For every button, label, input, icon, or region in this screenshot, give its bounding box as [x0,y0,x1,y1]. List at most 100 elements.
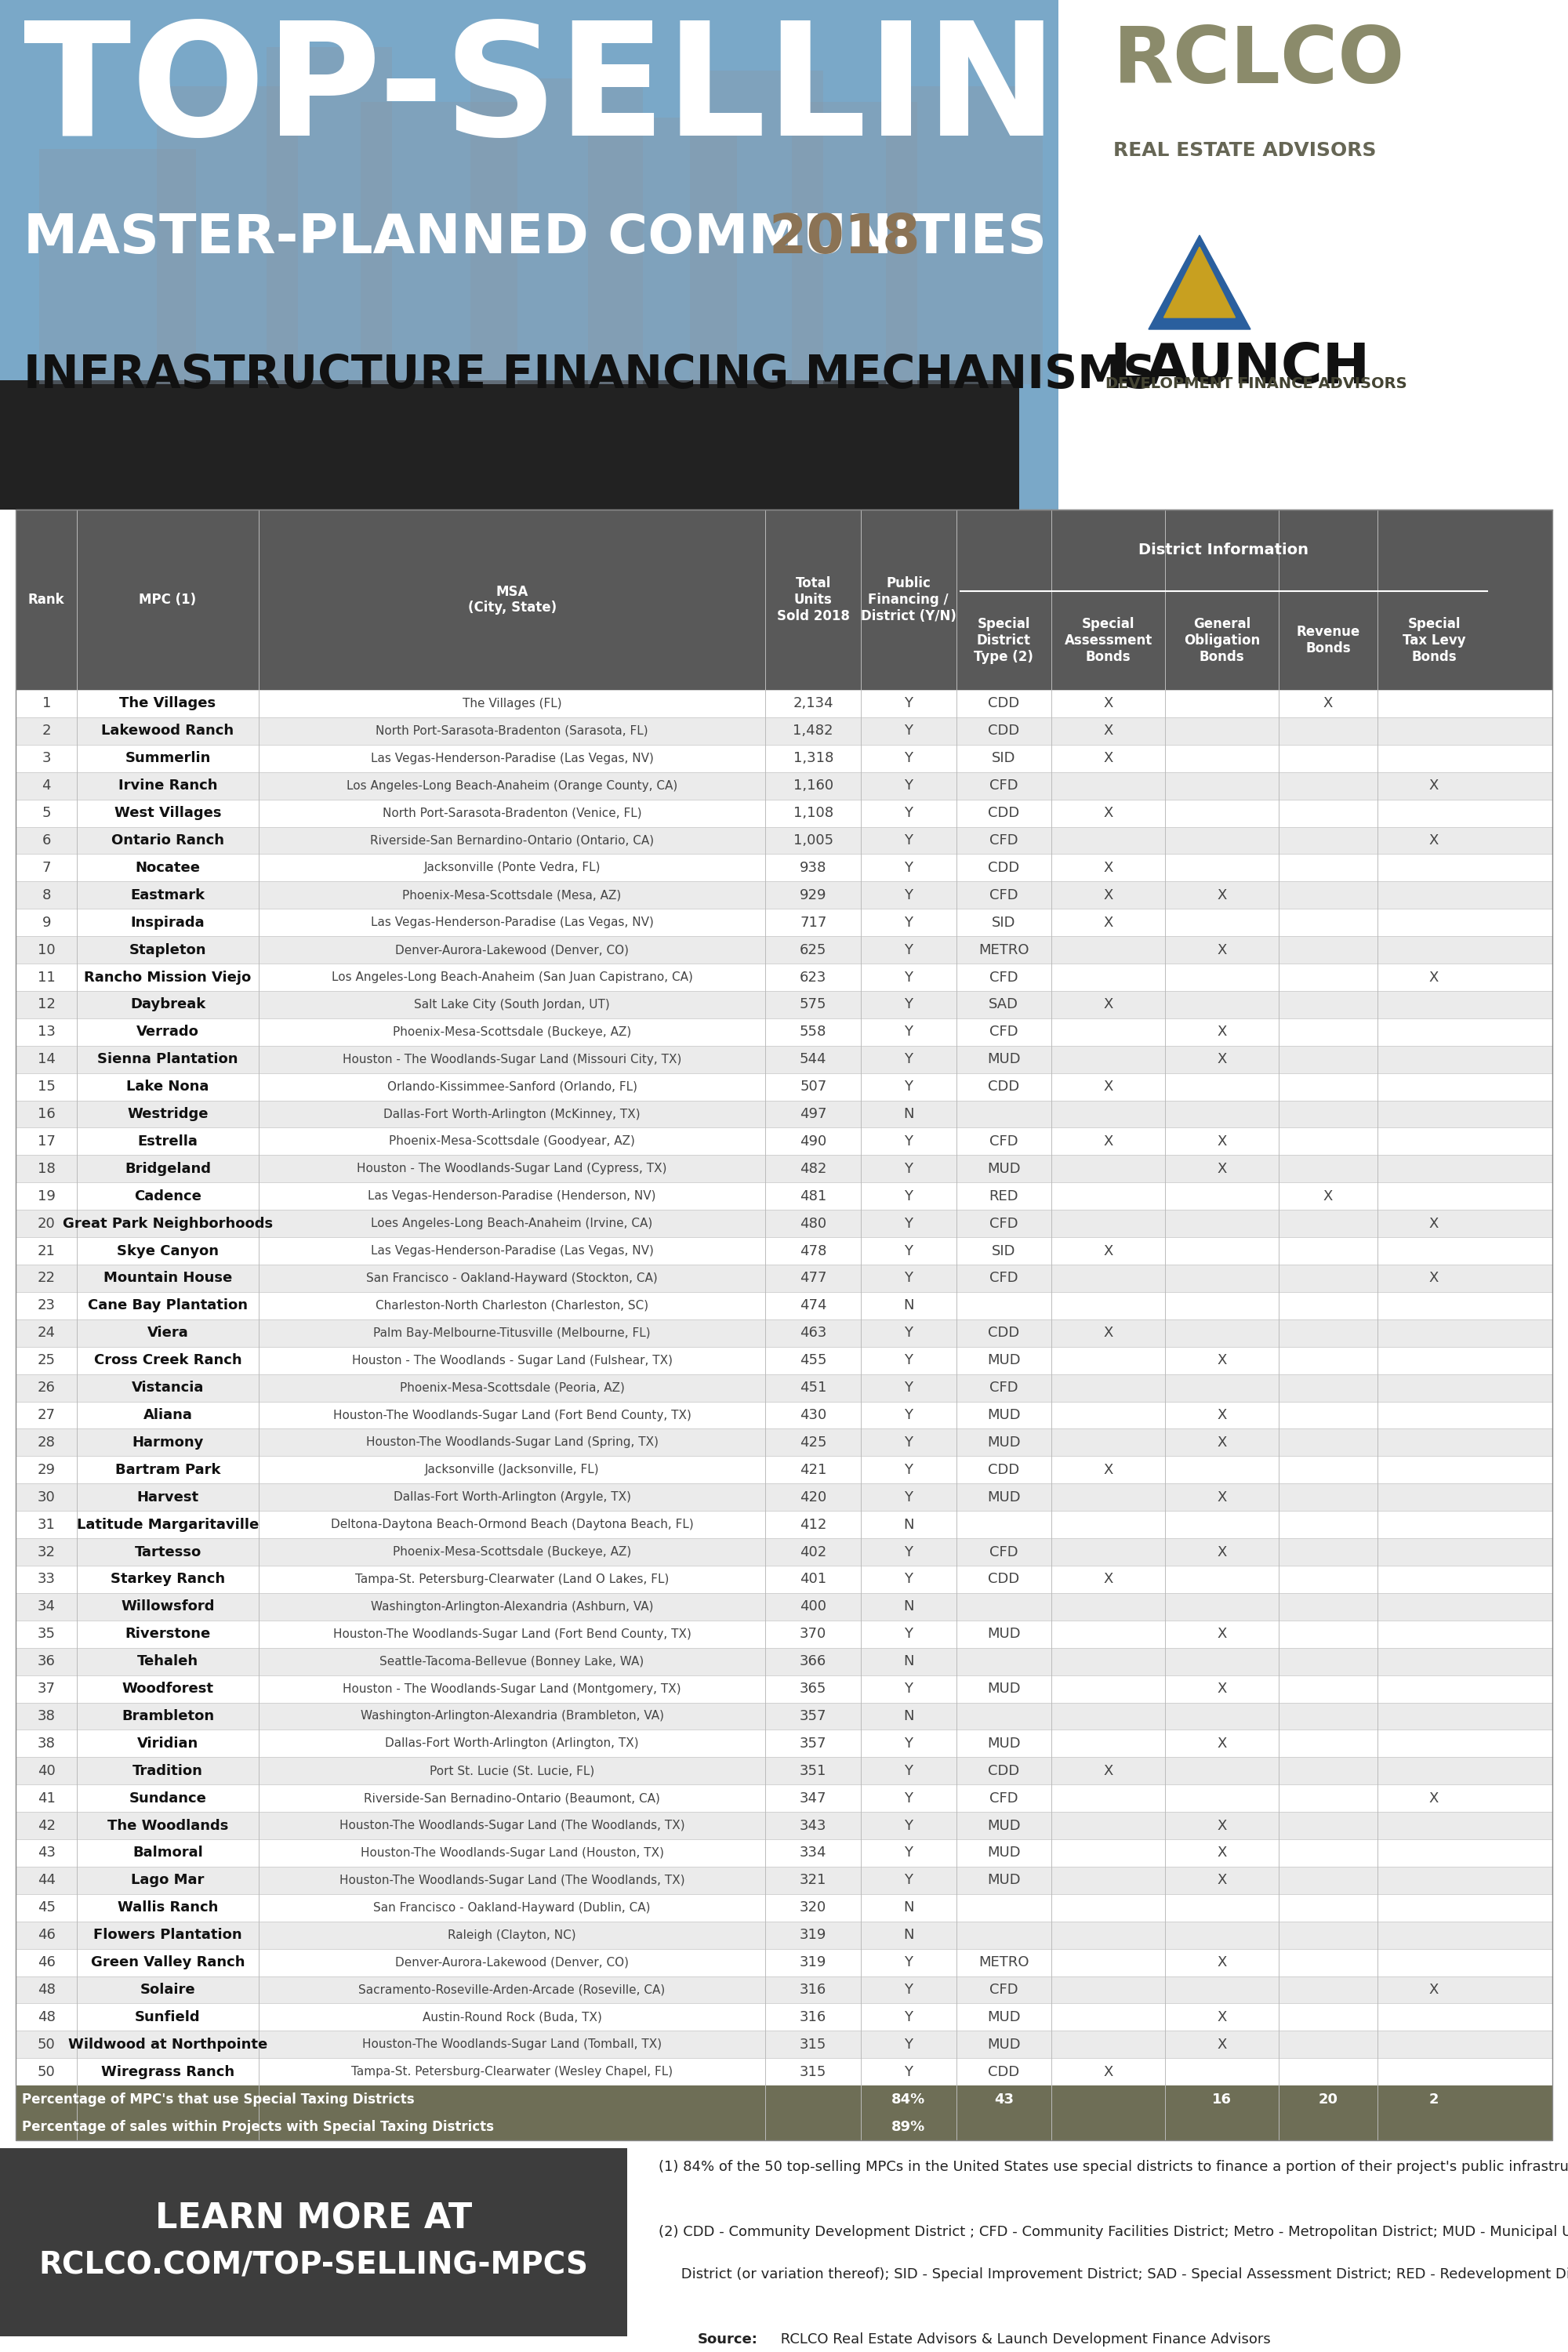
Bar [16,1348,1552,1374]
Text: Houston - The Woodlands-Sugar Land (Missouri City, TX): Houston - The Woodlands-Sugar Land (Miss… [342,1054,682,1065]
Text: 425: 425 [800,1435,826,1449]
Text: Harmony: Harmony [132,1435,204,1449]
Text: Sunfield: Sunfield [135,2011,201,2025]
Text: Los Angeles-Long Beach-Anaheim (San Juan Capistrano, CA): Los Angeles-Long Beach-Anaheim (San Juan… [331,971,693,983]
Text: Cane Bay Plantation: Cane Bay Plantation [88,1298,248,1312]
Bar [792,101,917,383]
Text: District (or variation thereof); SID - Special Improvement District; SAD - Speci: District (or variation thereof); SID - S… [659,2267,1568,2281]
Text: Y: Y [905,861,913,875]
Text: 497: 497 [800,1108,826,1122]
Text: 16: 16 [1212,2093,1232,2107]
Text: Y: Y [905,1463,913,1477]
Text: X: X [1217,1051,1226,1065]
Text: Las Vegas-Henderson-Paradise (Las Vegas, NV): Las Vegas-Henderson-Paradise (Las Vegas,… [370,753,654,764]
Text: 31: 31 [38,1517,55,1531]
Text: Wiregrass Ranch: Wiregrass Ranch [100,2065,235,2079]
Bar [16,1592,1552,1621]
Text: CDD: CDD [988,1571,1019,1585]
Text: LAUNCH: LAUNCH [1110,341,1370,395]
Text: 43: 43 [994,2093,1013,2107]
Text: Y: Y [905,1872,913,1886]
Text: North Port-Sarasota-Bradenton (Venice, FL): North Port-Sarasota-Bradenton (Venice, F… [383,807,641,818]
Text: X: X [1428,1216,1439,1230]
Text: MUD: MUD [986,1682,1021,1696]
Text: Sacramento-Roseville-Arden-Arcade (Roseville, CA): Sacramento-Roseville-Arden-Arcade (Rosev… [359,1985,665,1997]
Text: Y: Y [905,1736,913,1750]
Bar [16,2086,1552,2112]
Bar [16,1484,1552,1510]
Text: Houston - The Woodlands - Sugar Land (Fulshear, TX): Houston - The Woodlands - Sugar Land (Fu… [351,1355,673,1367]
Text: 6: 6 [42,833,50,847]
Text: Percentage of MPC's that use Special Taxing Districts: Percentage of MPC's that use Special Tax… [22,2093,414,2107]
Text: Phoenix-Mesa-Scottsdale (Buckeye, AZ): Phoenix-Mesa-Scottsdale (Buckeye, AZ) [392,1025,632,1037]
Bar [16,2030,1552,2058]
Text: Y: Y [905,1080,913,1094]
Bar [16,1456,1552,1484]
Text: Balmoral: Balmoral [133,1846,202,1860]
Text: Y: Y [905,1270,913,1284]
Text: 1,318: 1,318 [793,750,833,764]
Text: 23: 23 [38,1298,55,1312]
Text: 19: 19 [38,1190,55,1204]
Text: 45: 45 [38,1900,55,1915]
Text: Y: Y [905,1764,913,1778]
Text: 320: 320 [800,1900,826,1915]
Text: 357: 357 [800,1710,826,1724]
Text: X: X [1217,1435,1226,1449]
Text: 366: 366 [800,1653,826,1668]
Text: 41: 41 [38,1792,55,1806]
Text: X: X [1217,2011,1226,2025]
Text: Revenue
Bonds: Revenue Bonds [1297,626,1359,656]
Text: Skye Canyon: Skye Canyon [118,1244,220,1258]
Text: Washington-Arlington-Alexandria (Brambleton, VA): Washington-Arlington-Alexandria (Bramble… [361,1710,663,1722]
Text: 343: 343 [800,1818,826,1832]
Text: Percentage of sales within Projects with Special Taxing Districts: Percentage of sales within Projects with… [22,2119,494,2133]
Bar [16,717,1552,746]
Text: Daybreak: Daybreak [130,997,205,1011]
Text: Y: Y [905,1327,913,1341]
Text: N: N [903,1653,914,1668]
Text: Houston - The Woodlands-Sugar Land (Cypress, TX): Houston - The Woodlands-Sugar Land (Cypr… [358,1162,666,1174]
Text: Starkey Ranch: Starkey Ranch [110,1571,226,1585]
Text: CFD: CFD [989,1270,1018,1284]
Text: 50: 50 [38,2065,55,2079]
Text: X: X [1217,1872,1226,1886]
Text: San Francisco - Oakland-Hayward (Dublin, CA): San Francisco - Oakland-Hayward (Dublin,… [373,1903,651,1915]
Bar [16,1073,1552,1101]
Text: 32: 32 [38,1545,55,1559]
Text: Total
Units
Sold 2018: Total Units Sold 2018 [776,576,850,623]
Text: X: X [1104,750,1113,764]
Text: Y: Y [905,1955,913,1969]
Text: Wildwood at Northpointe: Wildwood at Northpointe [67,2037,268,2051]
Bar [16,1538,1552,1566]
Text: X: X [1323,696,1333,710]
Text: 20: 20 [38,1216,55,1230]
Bar [16,2058,1552,2086]
Text: 319: 319 [800,1929,826,1943]
Text: Y: Y [905,833,913,847]
Bar [16,1893,1552,1922]
Text: 38: 38 [38,1710,55,1724]
Bar [0,0,1568,510]
Text: X: X [1323,1190,1333,1204]
Text: Sundance: Sundance [129,1792,207,1806]
Text: X: X [1217,1628,1226,1642]
Text: Nocatee: Nocatee [135,861,201,875]
Text: Tradition: Tradition [133,1764,202,1778]
Bar [16,1047,1552,1073]
Text: 8: 8 [42,889,50,903]
Text: Y: Y [905,807,913,821]
Text: (2) CDD - Community Development District ; CFD - Community Facilities District; : (2) CDD - Community Development District… [659,2225,1568,2239]
Text: Viera: Viera [147,1327,188,1341]
Text: CFD: CFD [989,1792,1018,1806]
Text: District Information: District Information [1138,543,1309,557]
Text: Tehaleh: Tehaleh [136,1653,199,1668]
Text: 544: 544 [800,1051,826,1065]
Text: San Francisco - Oakland-Hayward (Stockton, CA): San Francisco - Oakland-Hayward (Stockto… [367,1272,657,1284]
Text: 334: 334 [800,1846,826,1860]
Text: Y: Y [905,1818,913,1832]
Text: Ontario Ranch: Ontario Ranch [111,833,224,847]
Text: 1,005: 1,005 [793,833,833,847]
Text: MUD: MUD [986,2011,1021,2025]
Text: SID: SID [993,1244,1016,1258]
